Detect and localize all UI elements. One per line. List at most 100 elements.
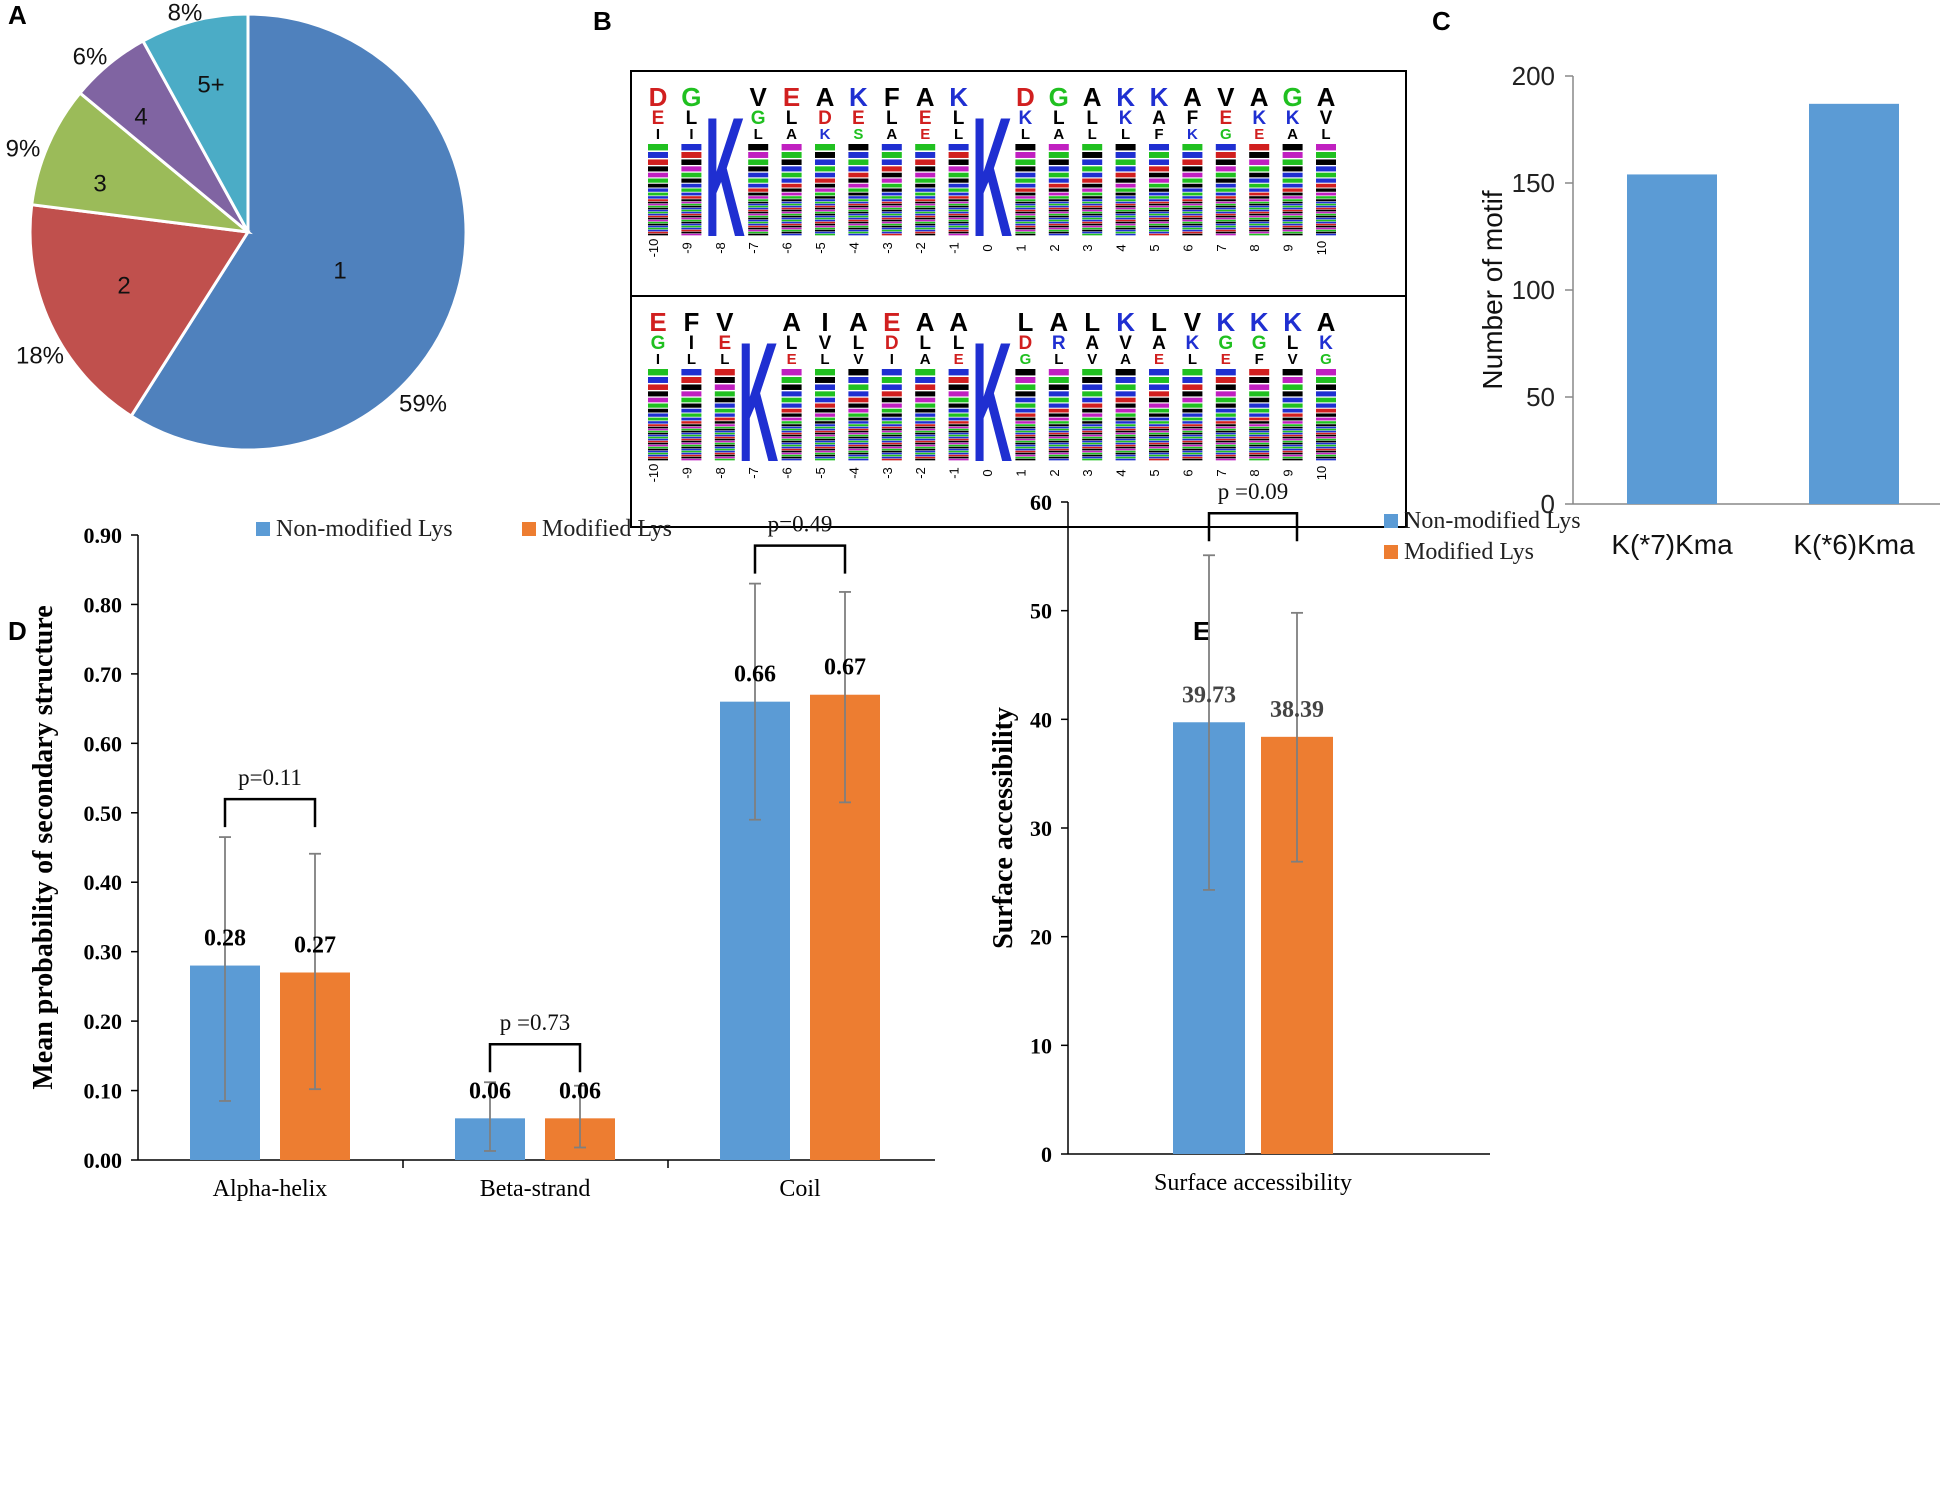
logo-band — [848, 421, 869, 424]
logo-band — [1249, 369, 1270, 376]
logo-band — [1149, 233, 1169, 236]
logo-band — [1015, 217, 1036, 220]
logo-band — [848, 201, 869, 204]
logo-band — [848, 196, 869, 199]
logo-letter: A — [1083, 82, 1102, 112]
logo-letter: V — [716, 307, 734, 337]
x-tick-label: Coil — [779, 1176, 821, 1202]
logo-band — [1316, 144, 1336, 151]
logo-band — [881, 413, 902, 417]
logo-band — [1182, 403, 1203, 408]
logo-letter: A — [786, 126, 797, 143]
logo-band — [848, 233, 869, 236]
logo-band — [781, 446, 802, 449]
logo-band — [1215, 172, 1236, 178]
logo-letter: K — [1216, 307, 1235, 337]
logo-band — [781, 377, 802, 383]
logo-band — [714, 430, 735, 433]
logo-band — [815, 448, 835, 451]
logo-band — [1015, 426, 1036, 429]
logo-band — [1316, 436, 1336, 439]
logo-band — [781, 450, 802, 453]
logo-letter: E — [787, 351, 797, 368]
pie-percent-label: 59% — [399, 390, 447, 417]
logo-band — [815, 196, 835, 199]
logo-band — [1182, 211, 1203, 214]
logo-band — [1149, 446, 1169, 449]
logo-band — [1149, 438, 1169, 441]
logo-letter: A — [949, 307, 968, 337]
logo-letter: F — [683, 307, 699, 337]
panel-letter-c: C — [1432, 6, 1451, 36]
legend-swatch — [256, 522, 270, 536]
data-label: 0.28 — [204, 926, 246, 952]
data-label: 38.39 — [1270, 697, 1324, 723]
logo-band — [915, 413, 936, 417]
logo-band — [648, 192, 668, 196]
logo-band — [1282, 432, 1303, 435]
data-label: 39.73 — [1182, 682, 1236, 708]
logo-position-label: 10 — [1314, 241, 1329, 255]
logo-band — [948, 444, 969, 447]
logo-band — [948, 434, 969, 437]
logo-band — [915, 456, 936, 459]
logo-band — [1316, 440, 1336, 443]
logo-band — [1149, 454, 1169, 457]
logo-band — [815, 428, 835, 431]
logo-band — [1282, 152, 1303, 158]
logo-letter: L — [687, 351, 696, 368]
logo-band — [1048, 213, 1069, 216]
logo-letter: K — [820, 126, 831, 143]
logo-band — [681, 426, 702, 429]
logo-band — [948, 440, 969, 443]
logo-band — [714, 450, 735, 453]
logo-band — [681, 452, 702, 455]
logo-band — [848, 408, 869, 413]
logo-band — [948, 217, 969, 220]
logo-band — [815, 436, 835, 439]
pie-slice — [140, 12, 250, 233]
logo-band — [1282, 199, 1303, 202]
logo-band — [1215, 183, 1236, 188]
logo-band — [1249, 231, 1270, 234]
logo-band — [681, 413, 702, 417]
logo-band — [1215, 229, 1236, 232]
logo-band — [1316, 166, 1336, 172]
logo-band — [848, 446, 869, 449]
logo-letter: E — [783, 82, 800, 112]
logo-letter: L — [1054, 351, 1063, 368]
logo-band — [1215, 219, 1236, 222]
pie-slice — [129, 12, 468, 452]
logo-band — [1048, 225, 1069, 228]
logo-band — [915, 417, 936, 421]
logo-band — [648, 454, 668, 457]
logo-band — [1316, 430, 1336, 433]
logo-band — [1249, 205, 1270, 208]
logo-letter: K — [1150, 82, 1169, 112]
logo-band — [848, 444, 869, 447]
logo-band — [1215, 221, 1236, 224]
logo-band — [1182, 458, 1203, 461]
logo-band — [681, 450, 702, 453]
y-axis-label: Number of motif — [1477, 190, 1508, 389]
panel-letter-a: A — [8, 0, 27, 30]
logo-band — [1282, 438, 1303, 441]
logo-band — [881, 152, 902, 158]
logo-band — [1115, 450, 1136, 453]
y-tick-label: 50 — [1526, 382, 1555, 412]
logo-band — [915, 397, 936, 403]
logo-band — [781, 428, 802, 431]
logo-band — [815, 223, 835, 226]
logo-band — [1282, 456, 1303, 459]
logo-letter: F — [1255, 351, 1264, 368]
logo-band — [781, 432, 802, 435]
logo-letter: L — [953, 108, 965, 129]
logo-band — [1015, 211, 1036, 214]
logo-band — [1048, 426, 1069, 429]
logo-band — [1282, 421, 1303, 424]
logo-letter: A — [1250, 82, 1269, 112]
logo-band — [948, 183, 969, 188]
logo-band — [915, 454, 936, 457]
logo-band — [748, 172, 769, 178]
